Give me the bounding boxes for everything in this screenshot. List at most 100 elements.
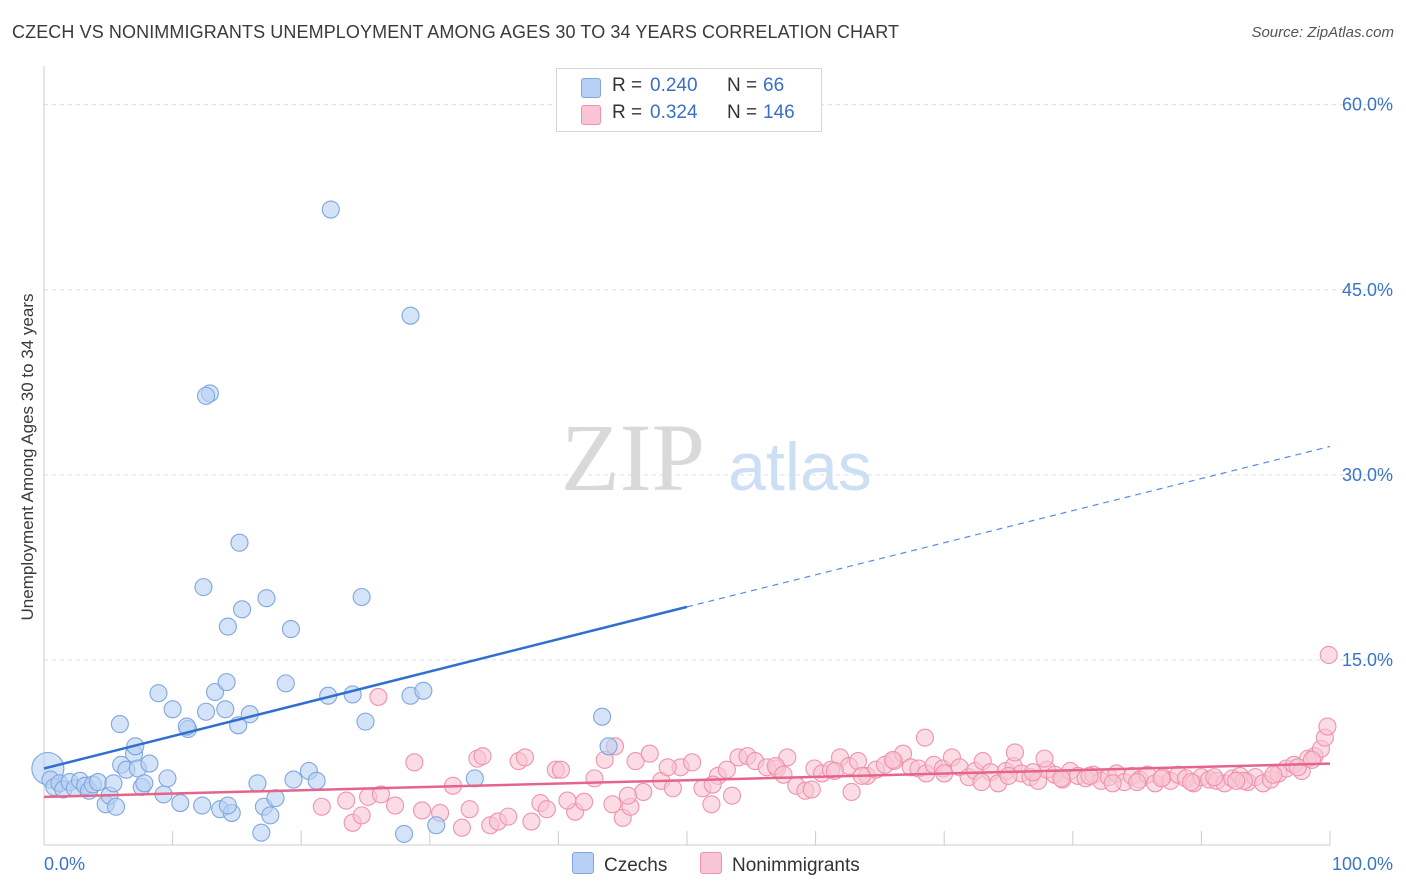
czechs-point — [158, 769, 177, 788]
nonimmigrants-point — [640, 744, 659, 763]
czechs-point — [307, 771, 326, 790]
czechs-point — [252, 823, 271, 842]
legend-swatch-czechs — [581, 78, 601, 98]
czechs-point — [104, 774, 123, 793]
legend-n-value-nonimmigrants: 146 — [763, 102, 795, 123]
czechs-point — [593, 707, 612, 726]
czechs-point — [276, 674, 295, 693]
czechs-point — [163, 700, 182, 719]
nonimmigrants-point — [312, 797, 331, 816]
nonimmigrants-trend-line — [43, 762, 1331, 799]
source-credit: Source: ZipAtlas.com — [1251, 24, 1394, 41]
nonimmigrants-point — [1227, 771, 1246, 790]
nonimmigrants-point — [1080, 766, 1099, 785]
czechs-point — [230, 533, 249, 552]
nonimmigrants-point — [337, 791, 356, 810]
czechs-point — [356, 712, 375, 731]
nonimmigrants-point — [1264, 765, 1283, 784]
czechs-point — [352, 587, 371, 607]
nonimmigrants-point — [626, 752, 645, 771]
czechs-point — [110, 715, 129, 734]
nonimmigrants-point — [683, 753, 702, 772]
czechs-point — [427, 816, 446, 835]
czechs-point — [599, 737, 618, 756]
czechs-point — [248, 774, 267, 793]
watermark: ZIP atlas — [561, 404, 872, 511]
nonimmigrants-point — [515, 748, 535, 767]
legend-r-value-czechs: 0.240 — [650, 75, 698, 96]
nonimmigrants-point — [774, 765, 793, 784]
czechs-point — [266, 789, 285, 808]
nonimmigrants-point — [386, 796, 405, 815]
watermark-zip: ZIP — [561, 404, 705, 511]
nonimmigrants-point — [842, 782, 861, 801]
nonimmigrants-point — [702, 795, 721, 814]
nonimmigrants-point — [1182, 773, 1201, 792]
czechs-point — [193, 796, 212, 815]
legend-n-label: N = — [727, 102, 758, 123]
czechs-point — [216, 700, 235, 719]
legend-r-label: R = — [612, 75, 643, 96]
legend-n-label: N = — [727, 75, 758, 96]
y-tick-label: 60.0% — [1342, 95, 1393, 115]
czechs-point — [414, 681, 433, 700]
nonimmigrants-point — [1319, 645, 1338, 665]
bottom-legend-swatch-nonimmigrants — [700, 852, 722, 874]
axes — [43, 66, 1331, 846]
czechs-point — [281, 620, 300, 639]
nonimmigrants-point — [999, 766, 1018, 785]
nonimmigrants-point — [371, 785, 390, 804]
nonimmigrants-point — [915, 728, 934, 747]
legend-r-label: R = — [612, 102, 643, 123]
czechs-point — [149, 684, 168, 703]
nonimmigrants-point — [369, 687, 388, 706]
grid-lines — [44, 104, 1390, 661]
nonimmigrants-point — [551, 760, 571, 779]
czechs-point — [401, 306, 420, 325]
czechs-point — [140, 754, 159, 773]
nonimmigrants-point — [460, 800, 479, 819]
czechs-point — [194, 578, 213, 597]
czechs-point — [106, 797, 126, 816]
czechs-point — [135, 774, 154, 793]
nonimmigrants-point — [575, 792, 594, 811]
y-tick-label: 45.0% — [1342, 280, 1393, 300]
nonimmigrants-point — [603, 795, 622, 814]
nonimmigrants-point — [352, 806, 371, 825]
watermark-atlas: atlas — [728, 429, 872, 505]
tick-labels: 15.0% 30.0% 45.0% 60.0% 0.0% 100.0% — [44, 95, 1393, 874]
nonimmigrants-point — [1318, 717, 1337, 736]
nonimmigrants-point — [585, 769, 604, 788]
nonimmigrants-point — [1005, 743, 1024, 762]
bottom-legend-label-czechs: Czechs — [604, 855, 668, 876]
chart-title: CZECH VS NONIMMIGRANTS UNEMPLOYMENT AMON… — [12, 22, 900, 42]
nonimmigrants-point — [452, 818, 472, 837]
legend-n-value-czechs: 66 — [763, 75, 785, 96]
czechs-point — [232, 600, 252, 619]
nonimmigrants-point — [883, 750, 902, 769]
nonimmigrants-point — [522, 812, 541, 831]
czechs-point — [395, 824, 414, 843]
czechs-points — [31, 200, 618, 843]
x-tick-label: 0.0% — [44, 854, 85, 874]
bottom-legend-swatch-czechs — [572, 852, 594, 874]
nonimmigrants-point — [537, 800, 556, 819]
nonimmigrants-point — [413, 801, 432, 820]
czechs-point — [261, 806, 280, 825]
legend-swatch-nonimmigrants — [581, 105, 601, 125]
nonimmigrants-point — [1103, 774, 1122, 793]
czechs-point — [205, 682, 225, 702]
nonimmigrants-point — [1302, 750, 1322, 769]
czechs-point — [217, 673, 236, 692]
legend-r-value-nonimmigrants: 0.324 — [650, 102, 698, 123]
trend-lines — [43, 445, 1331, 799]
czechs-point — [257, 589, 276, 608]
nonimmigrants-point — [1035, 749, 1054, 768]
czechs-point — [321, 200, 340, 219]
nonimmigrants-point — [634, 782, 653, 801]
nonimmigrants-point — [473, 747, 492, 766]
czechs-point — [196, 386, 216, 405]
correlation-legend: R = 0.240 N = 66 R = 0.324 N = 146 — [556, 68, 822, 132]
bottom-legend-nonimmigrants: Nonimmigrants — [700, 852, 860, 877]
